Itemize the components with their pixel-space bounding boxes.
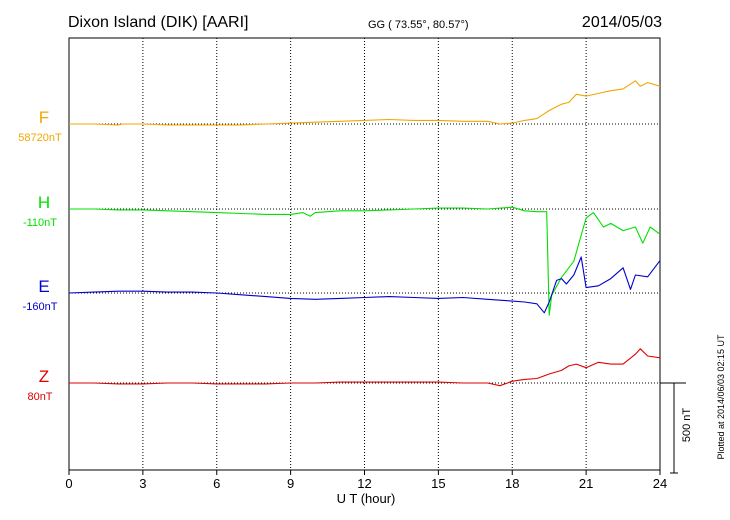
baselines	[69, 123, 660, 384]
x-tick-label-0: 0	[65, 476, 72, 491]
plotted-at-label: Plotted at 2014/06/03 02:15 UT	[716, 334, 726, 460]
series-baseline-value-f: 58720nT	[18, 132, 62, 144]
grid	[142, 38, 587, 470]
series-name-h: H	[38, 193, 50, 212]
series-baseline-value-h: -110nT	[23, 217, 57, 229]
x-tick-label-12: 12	[357, 476, 371, 491]
scale-bar: 500 nT	[660, 382, 693, 474]
series-name-e: E	[38, 277, 49, 296]
x-tick-label-6: 6	[213, 476, 220, 491]
series-line-e	[68, 256, 661, 314]
series-name-f: F	[39, 108, 49, 127]
x-tick-label-21: 21	[579, 476, 593, 491]
x-tick-label-15: 15	[431, 476, 445, 491]
series-line-z	[69, 348, 661, 387]
x-tick-label-18: 18	[505, 476, 519, 491]
series-group: F 58720nT H -110nT E -160nT Z 80nT	[18, 80, 661, 403]
scale-label: 500 nT	[681, 408, 693, 443]
chart-date: 2014/05/03	[582, 14, 662, 31]
station-coords: GG ( 73.55°, 80.57°)	[368, 19, 469, 31]
series-name-z: Z	[39, 367, 49, 386]
series-line-h	[69, 206, 661, 316]
series-baseline-value-e: -160nT	[23, 301, 58, 313]
x-tick-label-9: 9	[287, 476, 294, 491]
chart-title: Dixon Island (DIK) [AARI]	[68, 14, 249, 31]
series-line-f	[69, 80, 661, 126]
x-tick-label-3: 3	[139, 476, 146, 491]
x-tick-label-24: 24	[653, 476, 667, 491]
series-baseline-value-z: 80nT	[27, 391, 52, 403]
x-ticks: 0 3 6 9 12 15 18 21 24	[65, 470, 667, 491]
x-axis-label: U T (hour)	[337, 491, 396, 506]
